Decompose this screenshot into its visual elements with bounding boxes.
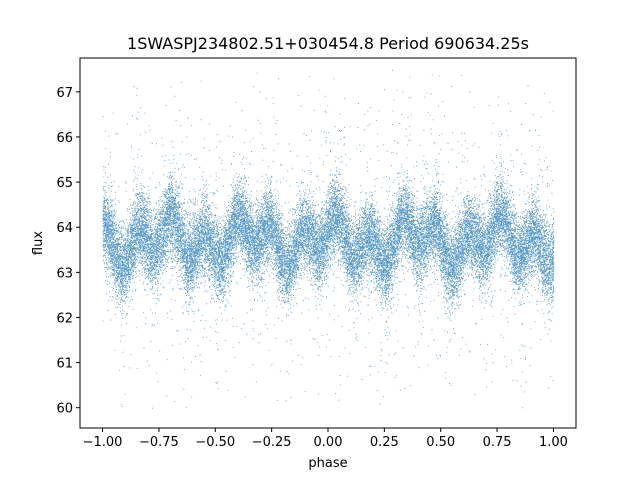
x-axis-ticks: −1.00 −0.75 −0.50 −0.25 0.00 0.25 0.50 0.75 1.00: [83, 428, 568, 450]
y-tick-label: 60: [56, 402, 73, 417]
x-tick-label: 0.75: [483, 435, 512, 450]
x-tick-label: 1.00: [539, 435, 568, 450]
x-tick-label: −1.00: [83, 435, 123, 450]
data-points: [102, 69, 555, 409]
y-axis-ticks: 60 61 62 63 64 65 66 67: [56, 86, 80, 417]
chart-title: 1SWASPJ234802.51+030454.8 Period 690634.…: [127, 34, 529, 53]
y-tick-label: 66: [56, 131, 73, 146]
y-axis-label: flux: [31, 231, 46, 255]
x-tick-label: 0.25: [370, 435, 399, 450]
y-tick-label: 65: [56, 176, 73, 191]
x-tick-label: 0.50: [426, 435, 455, 450]
x-tick-label: −0.75: [139, 435, 179, 450]
x-tick-label: −0.25: [252, 435, 292, 450]
y-tick-label: 61: [56, 357, 73, 372]
y-tick-label: 63: [56, 266, 73, 281]
x-tick-label: 0.00: [314, 435, 343, 450]
x-axis-label: phase: [308, 456, 347, 471]
scatter-point-cloud: [102, 69, 555, 409]
y-tick-label: 64: [56, 221, 73, 236]
y-tick-label: 62: [56, 311, 73, 326]
y-tick-label: 67: [56, 86, 73, 101]
x-tick-label: −0.50: [195, 435, 235, 450]
